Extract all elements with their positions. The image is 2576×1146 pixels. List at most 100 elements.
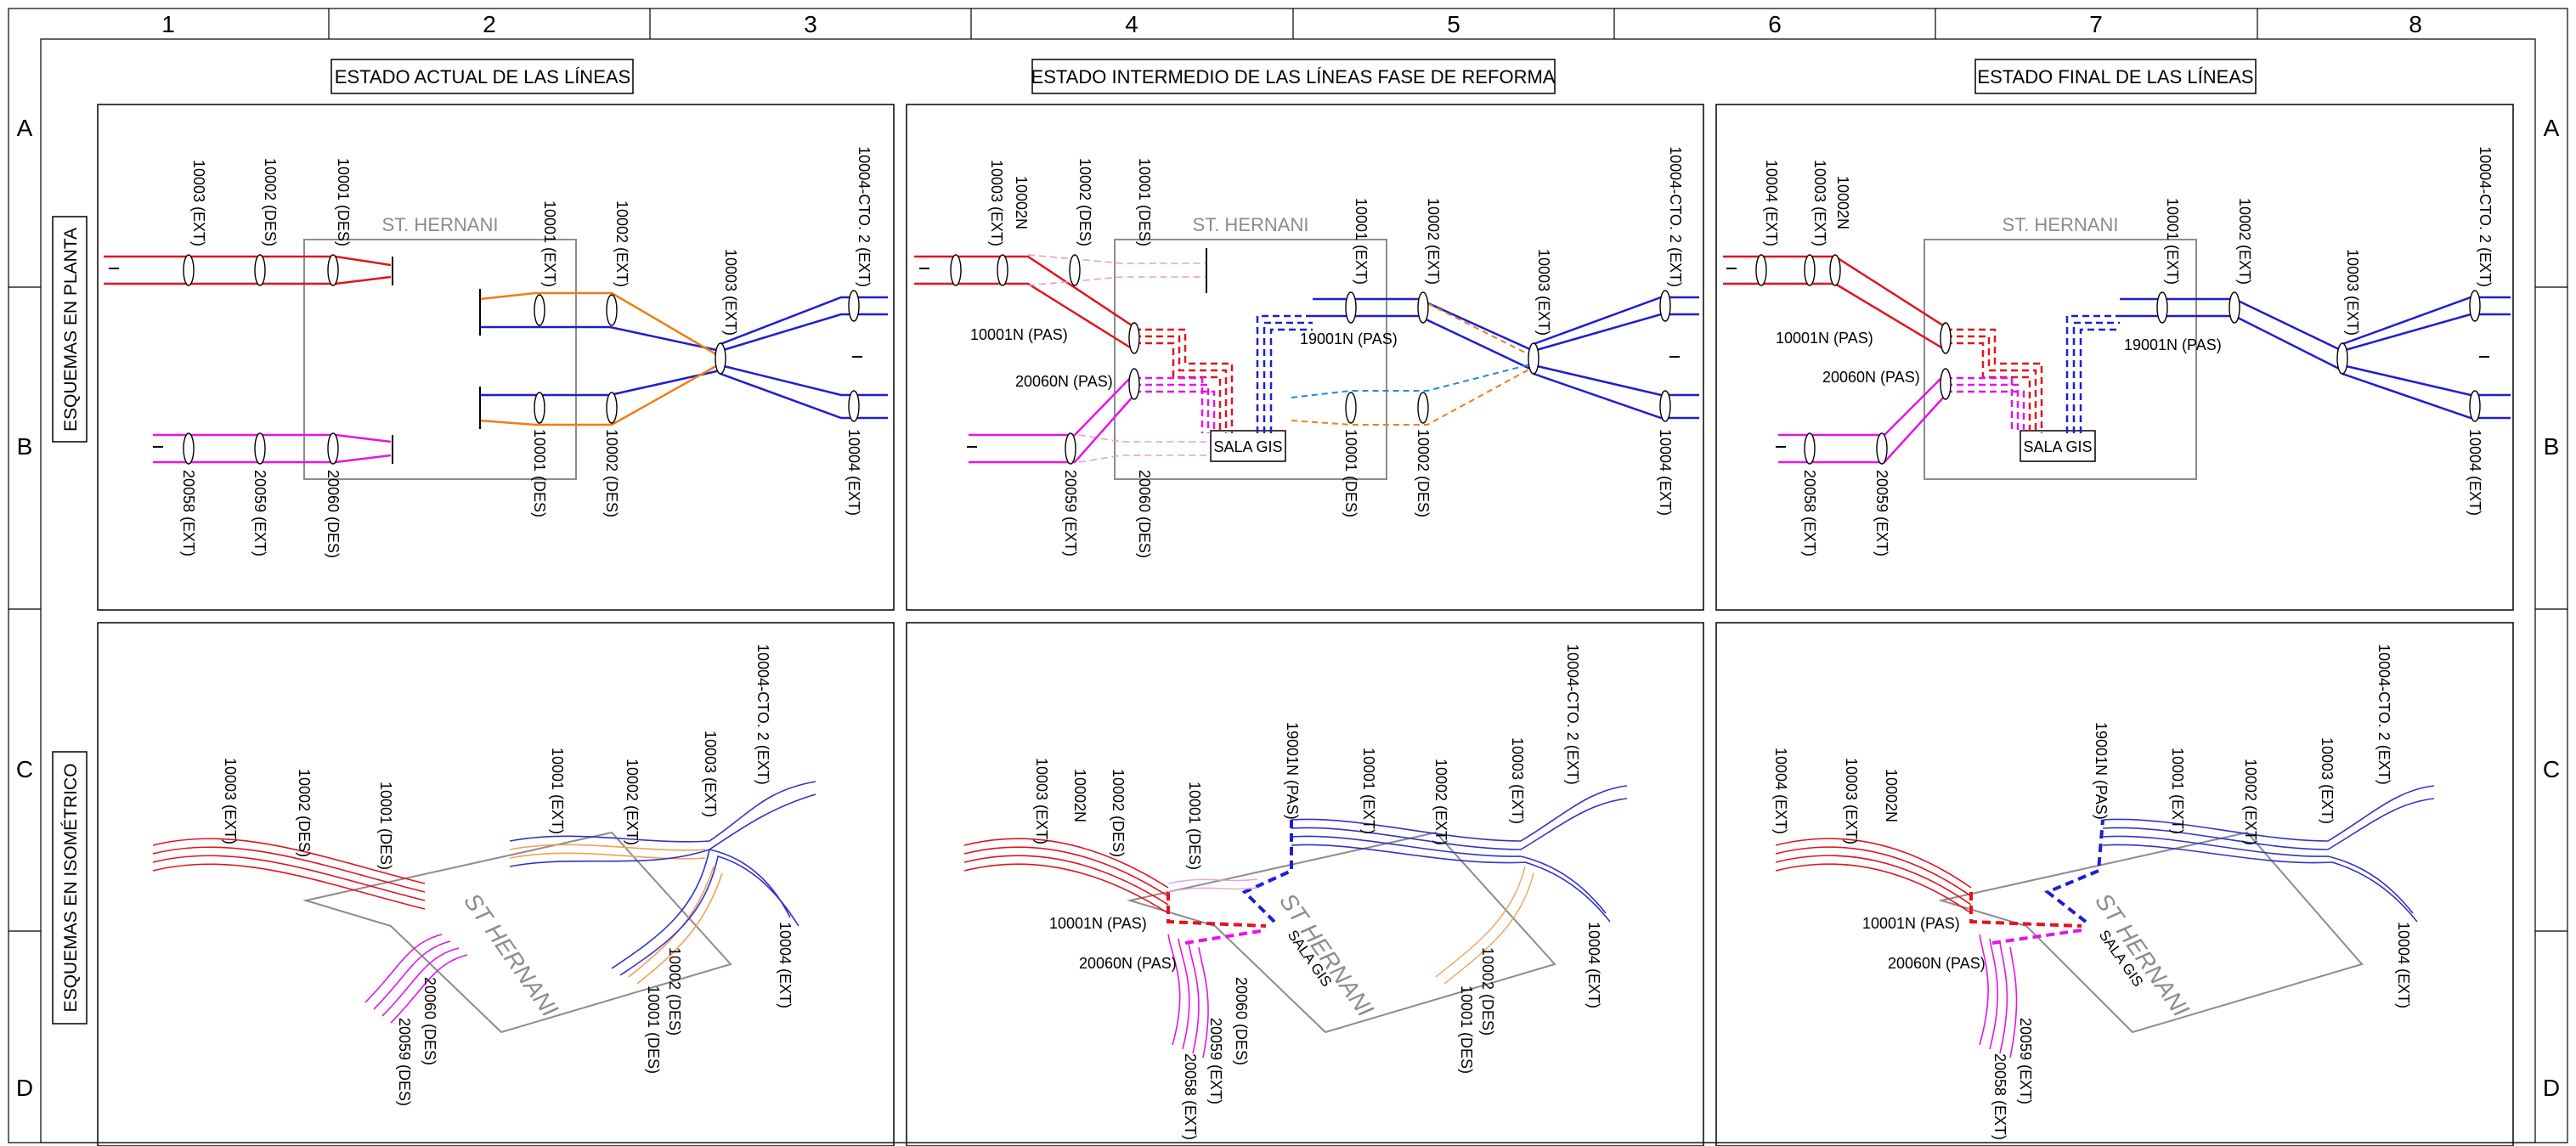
iso-blue-route: [2044, 819, 2104, 923]
iso-line-label: 10001 (EXT): [2169, 748, 2186, 834]
iso-orange-bundle: [509, 844, 723, 985]
line-label: 20058 (EXT): [1801, 470, 1818, 556]
iso-line-label: 19001N (PAS): [2093, 722, 2110, 820]
row-title-iso-text: ESQUEMAS EN ISOMÉTRICO: [61, 764, 81, 1013]
iso-red-bundle: [152, 838, 426, 910]
iso-line-label: 10002 (DES): [1110, 769, 1127, 857]
iso-line-label: 10001 (DES): [1186, 782, 1203, 870]
substation-label-iso: ST HERNANI: [459, 889, 563, 1022]
iso-orange-bundle: [1435, 866, 1534, 985]
line-label: 10001 (DES): [335, 158, 352, 246]
iso-red-route: [1969, 892, 2082, 928]
iso-line-label: 10002 (DES): [666, 947, 683, 1036]
row-title-plan-text: ESQUEMAS EN PLANTA: [61, 228, 81, 432]
plan-panel-current: ST. HERNANI: [104, 146, 888, 558]
iso-line-label: 10001 (DES): [377, 782, 394, 870]
iso-line-label: 10004 (EXT): [777, 922, 794, 1008]
line-blue-dashed: [1256, 314, 1313, 433]
iso-line-label: 10003 (EXT): [1033, 758, 1050, 844]
substation-outline-iso: [302, 831, 732, 1034]
iso-magenta-bundle: [1167, 934, 1209, 1058]
row-title-plan: ESQUEMAS EN PLANTA: [52, 216, 88, 443]
iso-line-label: 10001 (DES): [1458, 985, 1475, 1074]
grid-row-label: A: [2544, 115, 2560, 141]
grid-column-label: 1: [161, 11, 175, 37]
iso-line-label: 10004 (EXT): [2395, 922, 2412, 1008]
line-label: 10004 (EXT): [1763, 160, 1780, 246]
substation-label: ST. HERNANI: [2003, 214, 2119, 235]
iso-labels: 10004 (EXT) 10003 (EXT) 10002N 19001N (P…: [1772, 644, 2412, 1140]
panel-title-final: ESTADO FINAL DE LAS LÍNEAS: [1977, 66, 2253, 88]
iso-labels: 10003 (EXT) 10002N 10002 (DES) 10001 (DE…: [1033, 644, 1602, 1140]
grid-column-labels: 1 2 3 4 5 6 7 8: [161, 11, 2422, 37]
grid-column-label: 2: [483, 11, 496, 37]
line-label: 10003 (EXT): [988, 160, 1005, 246]
iso-side-label: 20060N (PAS): [1079, 955, 1177, 972]
line-label: 10002 (EXT): [1425, 198, 1442, 285]
line-label: 10002 (DES): [1076, 158, 1093, 246]
line-magenta-bundle: [1778, 373, 1946, 464]
iso-line-label: 10001 (DES): [645, 985, 662, 1074]
iso-magenta-route: [1184, 929, 1267, 945]
iso-panel-final: ST HERNANI 10004 (EXT): [1772, 644, 2435, 1140]
line-magenta-dashed: [1946, 376, 2025, 433]
iso-magenta-bundle: [364, 934, 468, 1024]
line-label: 10001 (DES): [531, 429, 548, 517]
grid-column-label: 7: [2089, 11, 2103, 37]
line-label: 10001 (DES): [1136, 158, 1153, 246]
grid-row-label: C: [2543, 756, 2560, 782]
iso-blue-route: [1241, 820, 1293, 923]
terminators: [919, 248, 1680, 448]
junctions: [950, 254, 1671, 465]
sala-gis-label: SALA GIS: [1213, 438, 1282, 455]
side-label: 20060N (PAS): [1015, 373, 1113, 390]
iso-labels: 10003 (EXT) 10002 (DES) 10001 (DES) 1000…: [222, 644, 794, 1106]
iso-blue-bundle: [1291, 785, 1628, 923]
iso-line-label: 10003 (EXT): [2319, 737, 2336, 824]
grid-column-label: 6: [1768, 11, 1782, 37]
line-red-bundle: [104, 255, 392, 285]
side-label: 10001N (PAS): [970, 326, 1068, 343]
iso-line-label: 10002 (EXT): [2242, 759, 2259, 845]
grid-row-label: C: [16, 756, 33, 782]
iso-line-label: 10004-CTO. 2 (EXT): [754, 644, 771, 785]
plan-labels: 10003 (EXT) 10002 (DES) 10001 (DES) 1000…: [180, 146, 873, 558]
line-label: 10002 (DES): [1415, 429, 1432, 517]
iso-line-label: 10004-CTO. 2 (EXT): [2375, 644, 2392, 785]
substation-outline: [1114, 239, 1387, 480]
substation-outline: [303, 239, 577, 480]
iso-line-label: 10002 (EXT): [1432, 759, 1449, 845]
line-label: 20059 (EXT): [1062, 470, 1079, 556]
panel-titles: ESTADO ACTUAL DE LAS LÍNEAS ESTADO INTER…: [330, 59, 2257, 94]
line-label: 10003 (EXT): [2344, 249, 2361, 336]
plan-labels: 10003 (EXT) 10002N 10002 (DES) 10001 (DE…: [970, 146, 1684, 558]
grid-row-label: D: [2543, 1075, 2560, 1101]
grid-row-label: A: [17, 115, 33, 141]
line-label: 10003 (EXT): [722, 249, 739, 336]
iso-line-label: 10002N: [1071, 769, 1088, 822]
iso-magenta-bundle: [1979, 934, 2018, 1058]
line-label: 10004-CTO. 2 (EXT): [2477, 146, 2494, 287]
line-label: 10003 (EXT): [1811, 160, 1828, 246]
panel-frames: [97, 104, 2514, 1146]
line-label: 10004 (EXT): [2466, 429, 2483, 516]
line-orange-bundle: [479, 291, 721, 426]
iso-line-label: 10003 (EXT): [1509, 737, 1526, 824]
iso-line-label: 10003 (EXT): [1843, 758, 1860, 844]
plan-labels: 10004 (EXT) 10003 (EXT) 10002N 10001 (EX…: [1763, 146, 2494, 556]
line-label: 10001 (EXT): [541, 200, 558, 287]
grid-row-labels: A B C D A B C D: [16, 115, 2560, 1101]
line-label: 20058 (EXT): [180, 470, 197, 556]
iso-line-label: 20059 (DES): [396, 1018, 413, 1106]
iso-pink-bundle: [1167, 878, 1258, 893]
iso-blue-bundle: [509, 781, 816, 976]
iso-magenta-route: [1991, 929, 2082, 945]
grid-row-label: B: [2544, 433, 2560, 460]
iso-side-label: 20060N (PAS): [1888, 955, 1986, 972]
substation-label: ST. HERNANI: [1193, 214, 1309, 235]
iso-line-label: 10001 (EXT): [549, 748, 566, 834]
terminators: [109, 257, 862, 464]
junctions: [183, 254, 860, 465]
line-pink-thin-dashed: [1027, 254, 1206, 463]
